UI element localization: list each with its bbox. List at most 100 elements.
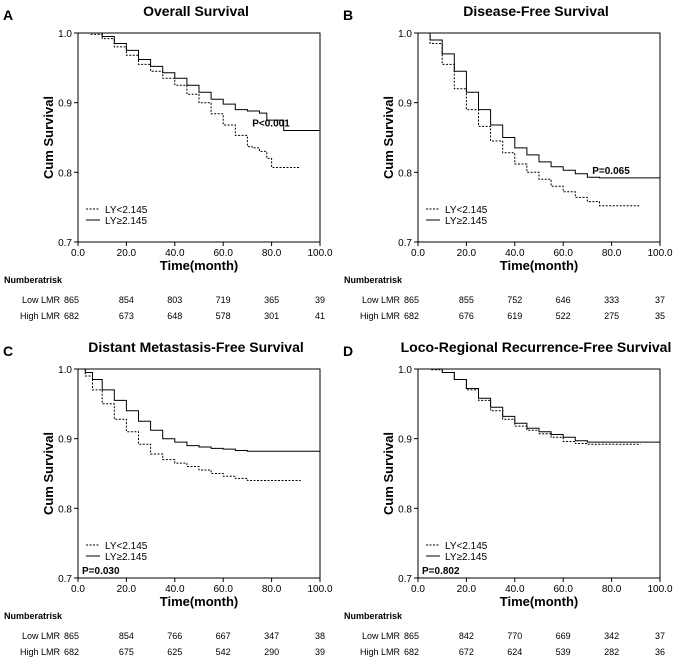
survival-curve-low-ly xyxy=(418,368,641,445)
legend-entry: LY≥2.145 xyxy=(105,552,147,563)
risk-table-header: Numberatrisk xyxy=(4,275,63,285)
y-tick-label: 0.8 xyxy=(58,504,72,515)
km-panel-d: D Loco-Regional Recurrence-Free Survival 0… xyxy=(343,339,673,657)
x-tick-label: 40.0 xyxy=(165,248,185,259)
risk-count: 865 xyxy=(404,631,419,641)
legend-entry: LY<2.145 xyxy=(445,541,488,552)
risk-row-label: High LMR xyxy=(20,647,61,657)
y-axis-label: Cum Survival xyxy=(41,96,56,179)
km-panel-c: C Distant Metastasis-Free Survival 0.7 0.8 0… xyxy=(3,339,333,657)
risk-count: 619 xyxy=(507,311,522,321)
risk-count: 865 xyxy=(404,295,419,305)
risk-row-label: High LMR xyxy=(360,311,401,321)
risk-count: 682 xyxy=(404,647,419,657)
y-axis-label: Cum Survival xyxy=(381,96,396,179)
risk-row-label: High LMR xyxy=(20,311,61,321)
risk-count: 542 xyxy=(216,647,231,657)
x-axis-label: Time(month) xyxy=(160,258,238,273)
risk-count: 365 xyxy=(264,295,279,305)
y-tick-label: 1.0 xyxy=(398,29,412,40)
risk-count: 672 xyxy=(459,647,474,657)
y-tick-label: 0.7 xyxy=(58,574,72,585)
panel-label: A xyxy=(3,7,13,23)
panel-label: B xyxy=(343,7,353,23)
survival-curve-low-ly xyxy=(78,32,301,168)
y-tick-label: 0.7 xyxy=(398,238,412,249)
risk-count: 675 xyxy=(119,647,134,657)
legend-entry: LY≥2.145 xyxy=(105,216,147,227)
panel-title: Loco-Regional Recurrence-Free Survival xyxy=(401,339,672,355)
x-tick-label: 20.0 xyxy=(457,584,477,595)
risk-count: 275 xyxy=(604,311,619,321)
risk-count: 539 xyxy=(556,647,571,657)
y-tick-label: 0.8 xyxy=(58,168,72,179)
risk-table-header: Numberatrisk xyxy=(4,611,63,621)
x-tick-label: 80.0 xyxy=(602,584,622,595)
x-tick-label: 40.0 xyxy=(505,584,525,595)
y-tick-label: 0.7 xyxy=(58,238,72,249)
legend-entry: LY<2.145 xyxy=(105,541,148,552)
risk-count: 719 xyxy=(216,295,231,305)
risk-count: 39 xyxy=(315,295,325,305)
plot-frame xyxy=(417,368,661,579)
y-tick-label: 0.9 xyxy=(58,99,72,110)
plot-frame xyxy=(77,32,321,243)
risk-count: 39 xyxy=(315,647,325,657)
y-tick-label: 0.9 xyxy=(398,99,412,110)
y-tick-label: 0.8 xyxy=(398,504,412,515)
risk-count: 682 xyxy=(64,647,79,657)
risk-count: 854 xyxy=(119,631,134,641)
risk-count: 290 xyxy=(264,647,279,657)
risk-count: 624 xyxy=(507,647,522,657)
legend-entry: LY≥2.145 xyxy=(445,216,487,227)
risk-count: 855 xyxy=(459,295,474,305)
survival-curve-high-ly xyxy=(78,32,320,131)
risk-row-label: High LMR xyxy=(360,647,401,657)
survival-curve-high-ly xyxy=(418,368,660,443)
risk-count: 766 xyxy=(167,631,182,641)
risk-count: 803 xyxy=(167,295,182,305)
risk-row-label: Low LMR xyxy=(362,631,401,641)
p-value: P<0.001 xyxy=(252,119,290,130)
x-tick-label: 100.0 xyxy=(647,584,672,595)
p-value: P=0.030 xyxy=(82,566,120,577)
x-tick-label: 60.0 xyxy=(553,584,573,595)
risk-count: 682 xyxy=(404,311,419,321)
y-tick-label: 1.0 xyxy=(398,365,412,376)
risk-count: 842 xyxy=(459,631,474,641)
y-tick-label: 1.0 xyxy=(58,365,72,376)
risk-row-label: Low LMR xyxy=(22,631,61,641)
risk-count: 522 xyxy=(556,311,571,321)
risk-count: 625 xyxy=(167,647,182,657)
plot-frame xyxy=(77,368,321,579)
x-axis-label: Time(month) xyxy=(500,594,578,609)
risk-count: 865 xyxy=(64,631,79,641)
x-axis-label: Time(month) xyxy=(160,594,238,609)
risk-count: 578 xyxy=(216,311,231,321)
risk-count: 41 xyxy=(315,311,325,321)
x-tick-label: 0.0 xyxy=(411,584,425,595)
risk-count: 333 xyxy=(604,295,619,305)
legend-entry: LY<2.145 xyxy=(105,205,148,216)
x-tick-label: 0.0 xyxy=(71,584,85,595)
risk-count: 770 xyxy=(507,631,522,641)
risk-count: 301 xyxy=(264,311,279,321)
risk-count: 648 xyxy=(167,311,182,321)
legend-entry: LY<2.145 xyxy=(445,205,488,216)
panel-title: Overall Survival xyxy=(143,3,249,19)
x-tick-label: 100.0 xyxy=(307,584,332,595)
x-tick-label: 80.0 xyxy=(262,584,282,595)
x-axis-label: Time(month) xyxy=(500,258,578,273)
x-tick-label: 60.0 xyxy=(553,248,573,259)
risk-count: 676 xyxy=(459,311,474,321)
x-tick-label: 100.0 xyxy=(647,248,672,259)
risk-count: 667 xyxy=(216,631,231,641)
survival-curve-low-ly xyxy=(418,32,641,207)
y-tick-label: 0.8 xyxy=(398,168,412,179)
risk-count: 37 xyxy=(655,631,665,641)
y-axis-label: Cum Survival xyxy=(41,432,56,515)
risk-count: 865 xyxy=(64,295,79,305)
panel-title: Distant Metastasis-Free Survival xyxy=(88,339,304,355)
x-tick-label: 20.0 xyxy=(117,248,137,259)
